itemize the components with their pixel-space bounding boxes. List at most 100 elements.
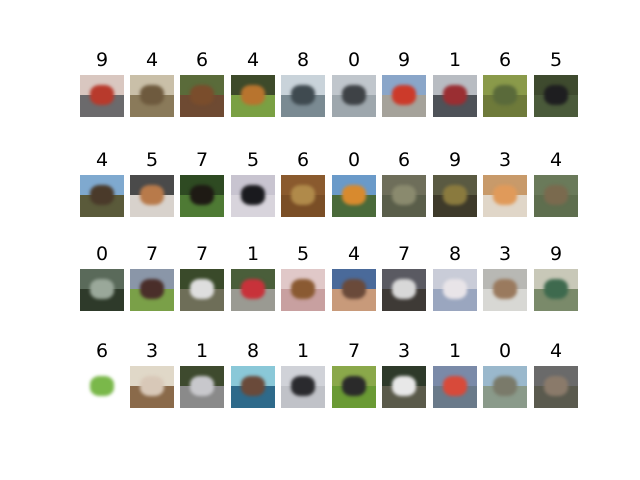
thumbnail-subject xyxy=(140,279,164,299)
thumbnail-subject xyxy=(342,376,366,396)
class-label: 7 xyxy=(195,149,209,171)
thumbnail-subject xyxy=(493,376,517,396)
thumbnail-subject xyxy=(291,376,315,396)
thumbnail-horse xyxy=(382,269,426,311)
class-label: 8 xyxy=(448,243,462,265)
thumbnail-airplane xyxy=(332,75,376,117)
class-label: 7 xyxy=(347,340,361,362)
thumbnail-subject xyxy=(190,376,214,396)
class-label: 9 xyxy=(549,243,563,265)
class-label: 1 xyxy=(448,340,462,362)
class-label: 7 xyxy=(195,243,209,265)
class-label: 0 xyxy=(347,49,361,71)
class-label: 5 xyxy=(296,243,310,265)
thumbnail-ship xyxy=(231,366,275,408)
class-label: 5 xyxy=(549,49,563,71)
thumbnail-deer xyxy=(534,366,578,408)
class-label: 6 xyxy=(397,149,411,171)
thumbnail-subject xyxy=(392,85,416,105)
class-label: 0 xyxy=(498,340,512,362)
thumbnail-deer xyxy=(130,75,174,117)
class-label: 3 xyxy=(498,149,512,171)
thumbnail-airplane xyxy=(80,269,124,311)
class-label: 7 xyxy=(397,243,411,265)
thumbnail-dog xyxy=(534,75,578,117)
class-label: 8 xyxy=(296,49,310,71)
thumbnail-subject xyxy=(241,279,265,299)
thumbnail-airplane xyxy=(483,366,527,408)
thumbnail-dog xyxy=(231,175,275,217)
thumbnail-subject xyxy=(342,185,366,205)
thumbnail-automobile xyxy=(433,75,477,117)
thumbnail-frog xyxy=(80,366,124,408)
thumbnail-subject xyxy=(493,185,517,205)
thumbnail-deer xyxy=(332,269,376,311)
thumbnail-subject xyxy=(241,85,265,105)
thumbnail-horse xyxy=(180,269,224,311)
thumbnail-subject xyxy=(443,85,467,105)
thumbnail-subject xyxy=(291,185,315,205)
class-label: 4 xyxy=(145,49,159,71)
thumbnail-subject xyxy=(190,85,214,105)
thumbnail-subject xyxy=(190,279,214,299)
class-label: 0 xyxy=(347,149,361,171)
class-label: 0 xyxy=(95,243,109,265)
class-label: 4 xyxy=(246,49,260,71)
thumbnail-subject xyxy=(90,279,114,299)
thumbnail-truck xyxy=(382,75,426,117)
thumbnail-subject xyxy=(443,279,467,299)
class-label: 1 xyxy=(448,49,462,71)
thumbnail-dog xyxy=(130,175,174,217)
thumbnail-truck xyxy=(433,175,477,217)
class-label: 3 xyxy=(498,243,512,265)
class-label: 6 xyxy=(95,340,109,362)
thumbnail-truck xyxy=(80,75,124,117)
class-label: 5 xyxy=(246,149,260,171)
thumbnail-subject xyxy=(241,376,265,396)
thumbnail-subject xyxy=(392,376,416,396)
class-label: 8 xyxy=(246,340,260,362)
thumbnail-subject xyxy=(342,279,366,299)
thumbnail-automobile xyxy=(433,366,477,408)
class-label: 3 xyxy=(145,340,159,362)
thumbnail-automobile xyxy=(231,269,275,311)
class-label: 9 xyxy=(448,149,462,171)
thumbnail-automobile xyxy=(281,366,325,408)
thumbnail-subject xyxy=(544,279,568,299)
thumbnail-subject xyxy=(544,85,568,105)
thumbnail-subject xyxy=(493,85,517,105)
thumbnail-subject xyxy=(544,376,568,396)
thumbnail-subject xyxy=(190,185,214,205)
thumbnail-cat xyxy=(483,175,527,217)
thumbnail-dog xyxy=(281,269,325,311)
class-label: 1 xyxy=(296,340,310,362)
class-label: 9 xyxy=(397,49,411,71)
thumbnail-subject xyxy=(241,185,265,205)
thumbnail-cat xyxy=(130,366,174,408)
class-label: 7 xyxy=(145,243,159,265)
thumbnail-horse xyxy=(180,175,224,217)
class-label: 6 xyxy=(296,149,310,171)
thumbnail-horse xyxy=(130,269,174,311)
thumbnail-subject xyxy=(443,376,467,396)
class-label: 4 xyxy=(549,149,563,171)
class-label: 6 xyxy=(498,49,512,71)
class-label: 6 xyxy=(195,49,209,71)
thumbnail-subject xyxy=(291,279,315,299)
thumbnail-subject xyxy=(493,279,517,299)
thumbnail-frog xyxy=(382,175,426,217)
thumbnail-subject xyxy=(544,185,568,205)
thumbnail-ship xyxy=(281,75,325,117)
thumbnail-subject xyxy=(140,85,164,105)
class-label: 1 xyxy=(246,243,260,265)
thumbnail-frog xyxy=(180,75,224,117)
thumbnail-subject xyxy=(392,185,416,205)
thumbnail-subject xyxy=(90,85,114,105)
thumbnail-ship xyxy=(433,269,477,311)
class-label: 1 xyxy=(195,340,209,362)
thumbnail-deer xyxy=(231,75,275,117)
class-label: 5 xyxy=(145,149,159,171)
thumbnail-truck xyxy=(534,269,578,311)
thumbnail-subject xyxy=(140,376,164,396)
